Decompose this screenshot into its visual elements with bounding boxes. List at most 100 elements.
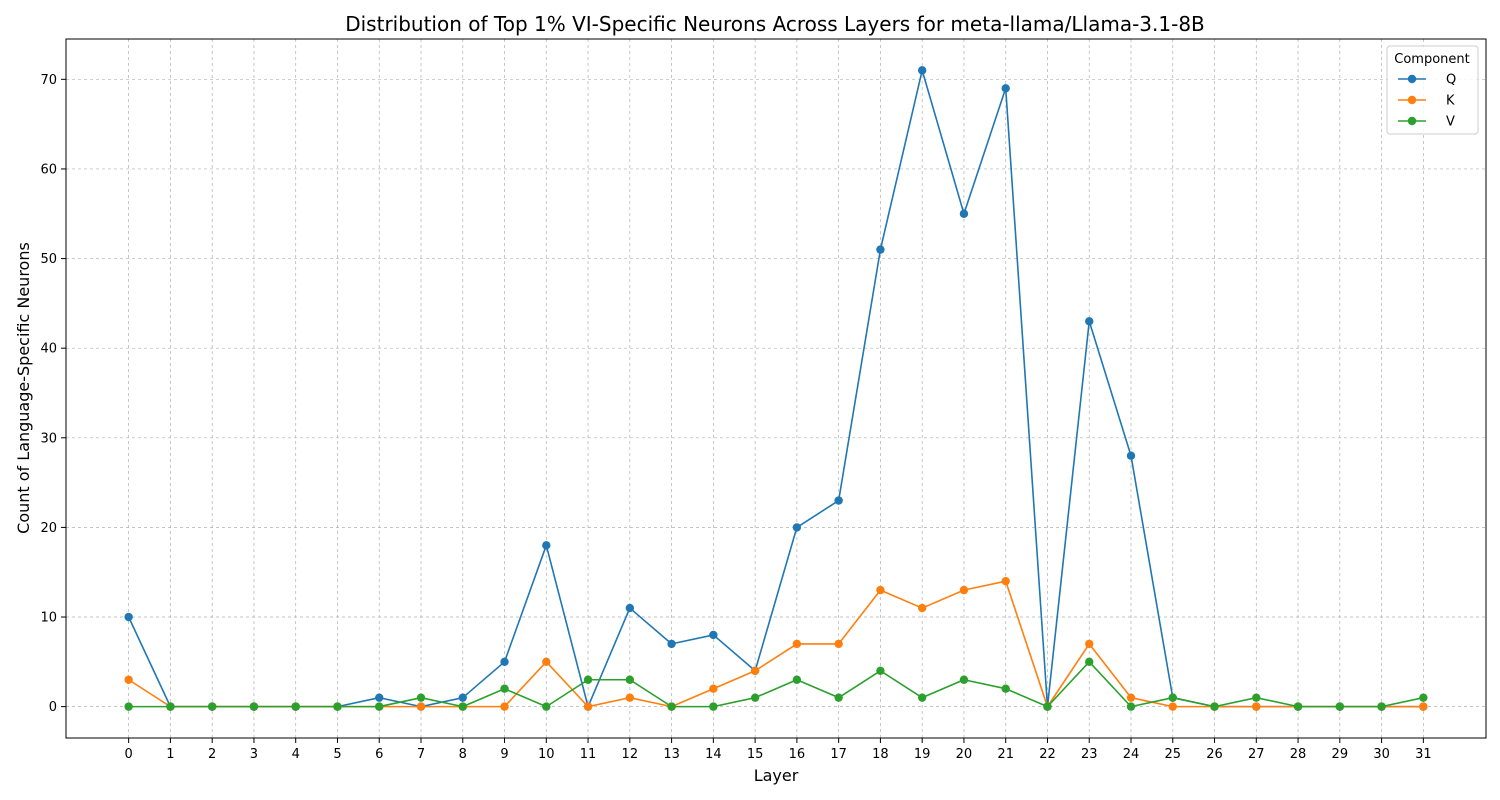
series-v-point [876, 666, 885, 675]
legend-label: V [1446, 115, 1455, 130]
series-q-point [709, 630, 718, 640]
series-v-point [1252, 693, 1261, 702]
x-tick-label: 27 [1248, 747, 1265, 762]
x-tick-label: 30 [1373, 747, 1390, 762]
series-v-point [959, 675, 969, 684]
series-k-point [917, 603, 927, 613]
series-q-point [834, 496, 843, 505]
series-k-point [834, 639, 843, 649]
x-axis-ticks: 0 1 2 3 4 5 6 7 8 9 10 11 12 13 14 15 16 17 18 19 20 21 22 23 24… [125, 738, 1432, 762]
x-tick-label: 10 [538, 747, 555, 762]
series-q-point [500, 657, 509, 667]
x-tick-label: 17 [830, 747, 847, 762]
x-tick-label: 14 [705, 747, 722, 762]
series-v-point [333, 702, 342, 711]
y-tick-label: 10 [40, 611, 57, 626]
series-k-point [1419, 702, 1428, 711]
x-tick-label: 0 [125, 747, 133, 762]
series-v-point [625, 675, 635, 684]
series-v-point [709, 702, 718, 711]
chart-title: Distribution of Top 1% VI-Specific Neuro… [345, 12, 1205, 36]
series-v-point [1419, 693, 1428, 702]
series-k-point [500, 702, 509, 711]
series-v-point [375, 702, 384, 711]
series-k-point [1085, 639, 1094, 649]
legend-box [1386, 45, 1479, 135]
series-q-point [1001, 84, 1010, 93]
series-v-point [1168, 693, 1177, 702]
series-v-point [1377, 702, 1386, 711]
series-k-point [1126, 693, 1136, 702]
series-v-point [917, 693, 927, 702]
series-k-point [750, 666, 760, 675]
series-q-point [625, 603, 635, 613]
series-q-point [876, 245, 885, 254]
series-k-point [1001, 576, 1010, 586]
series-k-point [1168, 702, 1177, 711]
legend-item-k: K [1398, 94, 1455, 109]
x-tick-label: 15 [747, 747, 764, 762]
series-v-point [124, 702, 133, 711]
x-tick-label: 28 [1290, 747, 1307, 762]
x-tick-label: 24 [1123, 747, 1140, 762]
series-v-point [249, 702, 259, 711]
y-tick-label: 70 [40, 73, 57, 88]
x-axis-label: Layer [754, 766, 799, 785]
x-tick-label: 22 [1039, 747, 1056, 762]
series-q-point [1085, 317, 1094, 326]
series-q-point [458, 693, 467, 702]
series-v-point [291, 702, 300, 711]
legend-title: Component [1394, 52, 1469, 67]
legend-swatch-marker [1407, 74, 1417, 84]
series-v [124, 657, 1428, 711]
x-tick-label: 13 [663, 747, 680, 762]
x-tick-label: 5 [333, 747, 341, 762]
series-v-point [1085, 657, 1094, 667]
y-tick-label: 20 [40, 521, 57, 536]
legend: Component QKV [1386, 45, 1479, 135]
series-v-point [458, 702, 467, 711]
x-tick-label: 26 [1206, 747, 1223, 762]
legend-swatch-marker [1407, 95, 1417, 105]
series-v-point [667, 702, 676, 711]
y-tick-label: 30 [40, 431, 57, 446]
series-v-point [1335, 702, 1345, 711]
series-q-point [667, 639, 676, 649]
legend-item-v: V [1398, 115, 1455, 130]
x-tick-label: 21 [997, 747, 1014, 762]
series-v-point [166, 702, 175, 711]
series-k-point [625, 693, 635, 702]
series-k-point [583, 702, 593, 711]
series-v-line [128, 661, 1424, 708]
series-v-point [792, 675, 802, 684]
series-k-point [709, 684, 718, 693]
series-q-point [917, 66, 927, 75]
y-tick-label: 40 [40, 342, 57, 357]
legend-swatch-marker [1407, 116, 1417, 126]
series-v-point [1126, 702, 1136, 711]
series-q-point [124, 612, 133, 622]
x-tick-label: 31 [1415, 747, 1432, 762]
legend-item-q: Q [1398, 73, 1456, 88]
series-v-point [583, 675, 593, 684]
series-v-point [1043, 702, 1052, 711]
legend-label: Q [1446, 73, 1456, 88]
series-v-point [834, 693, 843, 702]
x-tick-label: 3 [250, 747, 258, 762]
series-v-point [1293, 702, 1303, 711]
x-tick-label: 4 [292, 747, 300, 762]
x-tick-label: 2 [208, 747, 216, 762]
x-tick-label: 20 [956, 747, 973, 762]
y-tick-label: 50 [40, 252, 57, 267]
y-axis-label: Count of Language-Specific Neurons [14, 242, 33, 534]
series-k-point [416, 702, 426, 711]
series-q [124, 66, 1428, 711]
y-tick-label: 0 [49, 700, 57, 715]
series-k-point [792, 639, 802, 649]
legend-label: K [1446, 94, 1455, 109]
series-k-point [542, 657, 551, 667]
y-axis-ticks: 0 10 20 30 40 50 60 70 [40, 73, 66, 715]
x-tick-label: 8 [459, 747, 467, 762]
x-tick-label: 9 [500, 747, 508, 762]
